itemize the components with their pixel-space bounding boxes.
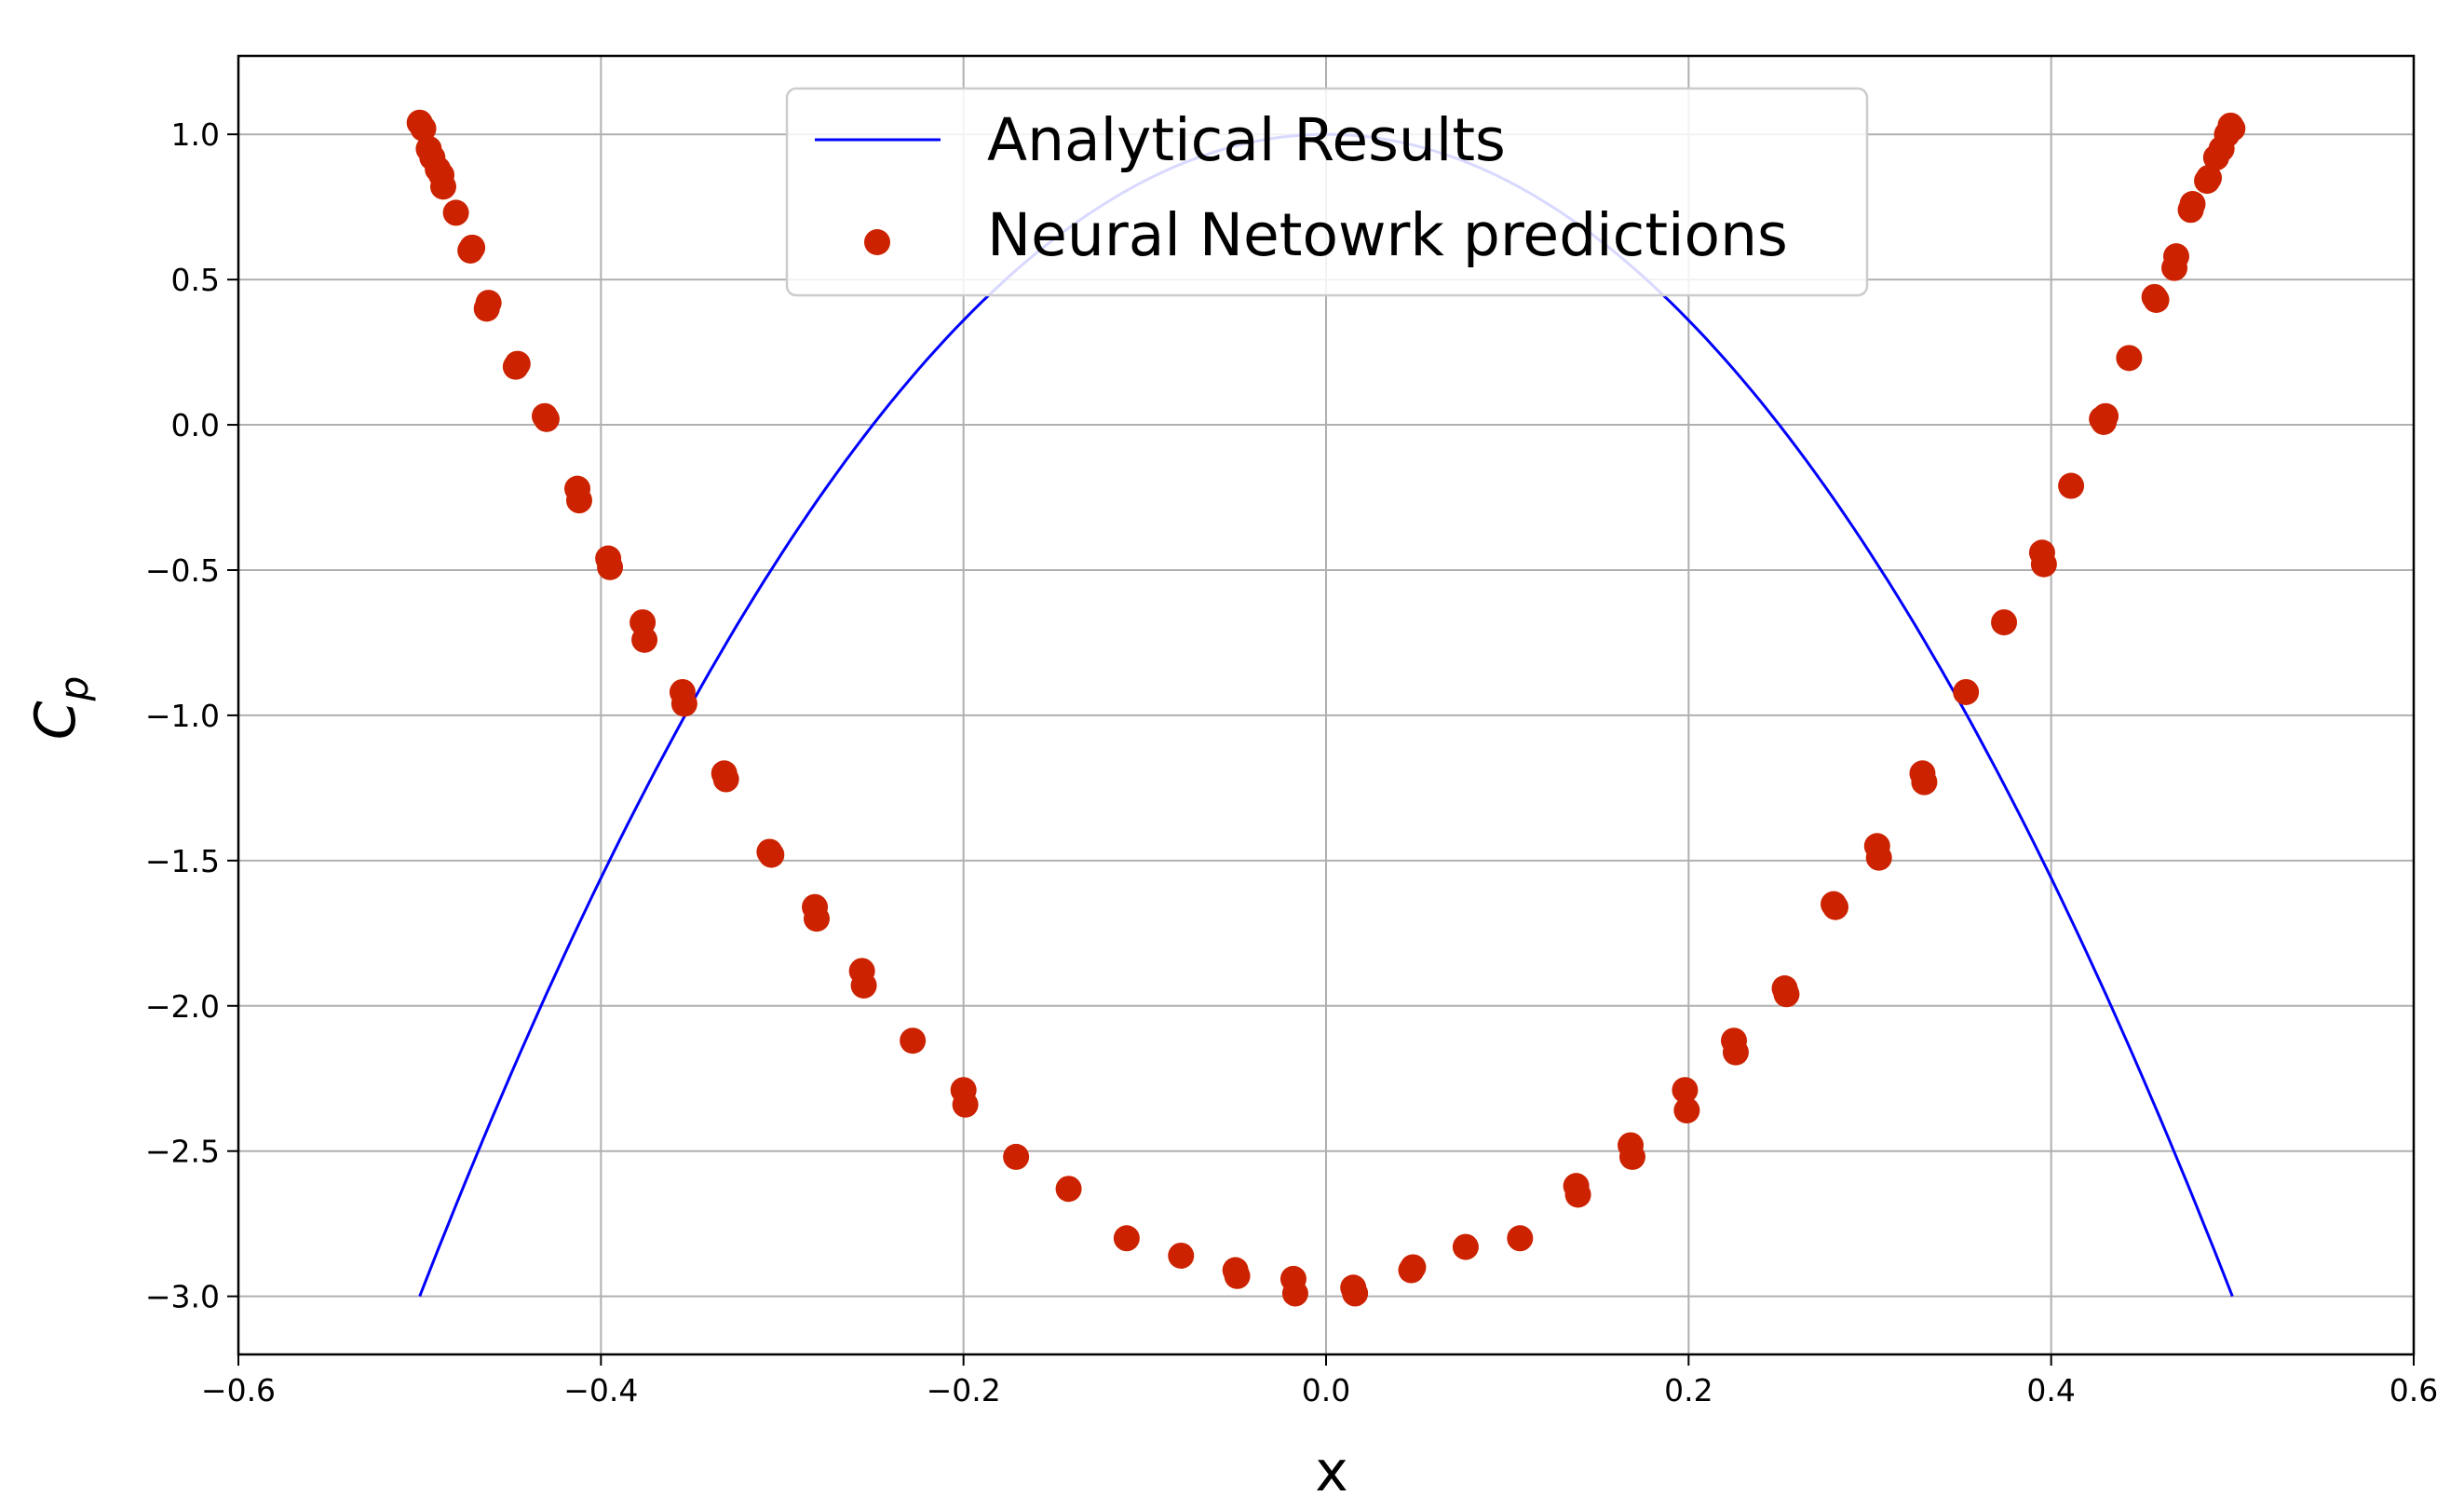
prediction-point: [1507, 1225, 1534, 1252]
prediction-point: [1822, 893, 1849, 920]
prediction-point: [475, 290, 502, 317]
x-tick-label: 0.4: [2026, 1372, 2075, 1408]
prediction-point: [2030, 551, 2057, 578]
prediction-point: [410, 115, 437, 142]
prediction-point: [1773, 981, 1800, 1008]
scatter-points-layer: [406, 109, 2246, 1307]
prediction-point: [1400, 1254, 1427, 1281]
y-tick-label: 1.0: [171, 116, 220, 153]
prediction-point: [1342, 1280, 1369, 1307]
prediction-point: [1452, 1233, 1479, 1260]
prediction-point: [758, 841, 785, 868]
prediction-point: [2092, 402, 2119, 429]
prediction-point: [1168, 1242, 1195, 1269]
prediction-point: [803, 905, 830, 932]
prediction-point: [2116, 345, 2143, 372]
prediction-point: [2179, 191, 2206, 218]
legend-label-analytical: Analytical Results: [987, 106, 1506, 174]
prediction-point: [2058, 472, 2085, 499]
legend-label-predictions: Neural Netowrk predictions: [987, 201, 1788, 269]
prediction-point: [1224, 1262, 1251, 1289]
prediction-point: [1618, 1143, 1645, 1170]
legend-point-swatch: [864, 229, 890, 255]
y-tick-label: 0.5: [171, 262, 220, 298]
prediction-point: [712, 766, 739, 793]
prediction-point: [2162, 243, 2189, 270]
prediction-point: [565, 487, 592, 514]
prediction-point: [1911, 769, 1938, 796]
prediction-point: [1055, 1176, 1082, 1203]
prediction-point: [2196, 164, 2223, 191]
prediction-point: [631, 626, 658, 653]
prediction-point: [533, 405, 560, 432]
y-axis-label: Cp: [23, 676, 97, 741]
prediction-point: [597, 553, 624, 580]
y-axis-label-main: C: [23, 701, 88, 740]
prediction-point: [2143, 286, 2170, 313]
prediction-point: [1991, 609, 2018, 636]
y-tick-label: −2.0: [145, 988, 220, 1025]
prediction-point: [1953, 678, 1980, 705]
prediction-point: [504, 350, 531, 377]
prediction-point: [2219, 115, 2246, 142]
prediction-point: [670, 690, 697, 717]
prediction-point: [459, 234, 486, 261]
y-tick-label: 0.0: [171, 407, 220, 443]
legend: Analytical Results Neural Netowrk predic…: [785, 87, 1869, 297]
prediction-point: [1865, 844, 1892, 871]
x-tick-label: −0.6: [201, 1372, 276, 1408]
prediction-point: [1113, 1225, 1140, 1252]
x-tick-label: 0.6: [2390, 1372, 2438, 1408]
prediction-point: [900, 1027, 927, 1054]
x-tick-label: −0.2: [927, 1372, 1001, 1408]
y-tick-label: −2.5: [145, 1134, 220, 1170]
y-tick-label: −3.0: [145, 1279, 220, 1315]
x-axis-label: x: [1315, 1439, 1348, 1504]
prediction-point: [1673, 1097, 1700, 1124]
y-axis-label-sub: p: [51, 676, 97, 702]
prediction-point: [1003, 1143, 1030, 1170]
prediction-point: [850, 972, 877, 999]
x-tick-label: 0.0: [1302, 1372, 1350, 1408]
y-tick-label: −0.5: [145, 552, 220, 589]
prediction-point: [1722, 1039, 1749, 1066]
prediction-point: [442, 199, 469, 226]
x-tick-label: 0.2: [1664, 1372, 1713, 1408]
y-tick-label: −1.0: [145, 698, 220, 734]
prediction-point: [1281, 1280, 1308, 1307]
prediction-point: [1672, 1077, 1699, 1104]
ticks: −0.6 −0.4 −0.2 0.0 0.2 0.4 0.6 1.0 0.5 0.0 −0.5 −1.…: [145, 116, 2438, 1408]
prediction-point: [952, 1091, 979, 1118]
legend-box: [785, 87, 1869, 297]
prediction-point: [1564, 1181, 1591, 1208]
y-tick-label: −1.5: [145, 843, 220, 879]
x-tick-label: −0.4: [563, 1372, 638, 1408]
prediction-point: [429, 173, 456, 200]
